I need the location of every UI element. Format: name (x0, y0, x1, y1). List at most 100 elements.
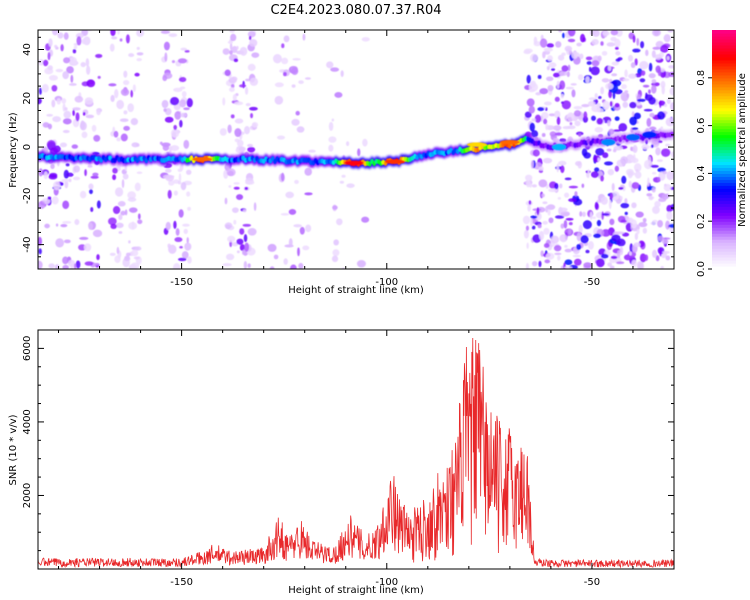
noise-blob (621, 84, 627, 90)
noise-blob (615, 231, 625, 235)
noise-blob (224, 69, 231, 77)
noise-blob (602, 152, 609, 159)
noise-blob (96, 109, 101, 116)
noise-blob (249, 106, 258, 111)
noise-blob (120, 88, 130, 96)
noise-blob (640, 70, 646, 76)
noise-blob (92, 172, 99, 177)
noise-blob (177, 58, 188, 64)
noise-blob (665, 255, 671, 261)
colorbar-swatch (712, 50, 736, 55)
noise-blob (170, 145, 180, 151)
noise-blob (226, 168, 236, 177)
noise-blob (534, 114, 542, 123)
noise-blob (667, 30, 674, 33)
colorbar-swatch (712, 56, 736, 61)
noise-blob (546, 66, 550, 71)
noise-blob (109, 43, 115, 52)
noise-blob (607, 169, 615, 176)
colorbar-swatch (712, 158, 736, 163)
noise-blob (568, 50, 573, 55)
noise-blob (137, 219, 143, 225)
noise-blob (180, 112, 187, 118)
colorbar-tick-label: 0.0 (696, 261, 707, 277)
noise-blob (543, 47, 553, 52)
noise-blob (649, 112, 655, 118)
colorbar-swatch (712, 188, 736, 192)
noise-blob (558, 160, 567, 166)
noise-blob (250, 113, 254, 119)
colorbar-swatch (712, 113, 736, 118)
noise-blob (631, 127, 639, 131)
noise-blob (558, 183, 563, 189)
colorbar-swatch (712, 71, 736, 76)
noise-blob (600, 41, 604, 46)
noise-blob (55, 223, 59, 227)
noise-blob (652, 219, 658, 223)
noise-blob (171, 60, 176, 64)
ridge-blob (601, 138, 616, 146)
noise-blob (628, 73, 637, 79)
noise-blob (251, 121, 259, 128)
noise-blob (51, 196, 59, 205)
noise-blob (637, 261, 643, 269)
noise-blob (655, 255, 660, 262)
noise-blob (62, 200, 70, 210)
noise-blob (178, 77, 187, 83)
noise-blob (593, 233, 601, 238)
noise-blob (542, 51, 546, 59)
noise-blob (298, 262, 304, 269)
bottom-y-tick-label: 6000 (22, 336, 33, 361)
noise-blob (566, 112, 575, 122)
colorbar-swatch (712, 47, 736, 52)
colorbar-swatch (712, 83, 736, 88)
noise-blob (164, 116, 174, 123)
noise-blob (269, 266, 275, 269)
noise-blob (654, 200, 661, 208)
noise-blob (622, 78, 630, 82)
noise-blob (243, 234, 248, 243)
noise-blob (609, 192, 614, 200)
noise-blob (115, 187, 124, 197)
noise-blob (86, 65, 91, 75)
noise-blob (554, 96, 560, 102)
noise-blob (561, 52, 566, 56)
noise-blob (663, 34, 671, 43)
colorbar-swatch (712, 95, 736, 100)
noise-blob (553, 244, 562, 252)
noise-blob (247, 263, 251, 268)
colorbar-swatch (712, 116, 736, 121)
noise-blob (123, 256, 131, 262)
noise-blob (178, 173, 182, 183)
bottom-x-tick-label: -50 (584, 577, 600, 588)
noise-blob (585, 249, 590, 254)
colorbar-swatch (712, 263, 736, 267)
noise-blob (528, 82, 539, 92)
noise-blob (565, 217, 574, 221)
noise-blob (531, 184, 537, 188)
noise-blob (596, 106, 601, 113)
noise-blob (526, 242, 529, 249)
noise-blob (79, 236, 89, 240)
noise-blob (48, 75, 58, 81)
noise-blob (134, 72, 140, 77)
colorbar-tick-label: 0.6 (696, 118, 707, 134)
colorbar-swatch (712, 212, 736, 216)
noise-blob (174, 237, 183, 243)
noise-blob (567, 30, 576, 37)
noise-blob (236, 45, 239, 50)
noise-blob (116, 99, 125, 110)
noise-blob (136, 58, 142, 62)
noise-blob (662, 250, 670, 254)
noise-blob (543, 101, 552, 106)
noise-blob (524, 111, 532, 119)
noise-blob (339, 180, 345, 184)
noise-blob (596, 219, 602, 227)
noise-blob (601, 50, 608, 56)
noise-blob (46, 113, 54, 117)
noise-blob (591, 38, 599, 46)
noise-blob (652, 205, 660, 214)
colorbar-swatch (712, 197, 736, 201)
noise-blob (232, 93, 237, 101)
colorbar-swatch (712, 104, 736, 109)
